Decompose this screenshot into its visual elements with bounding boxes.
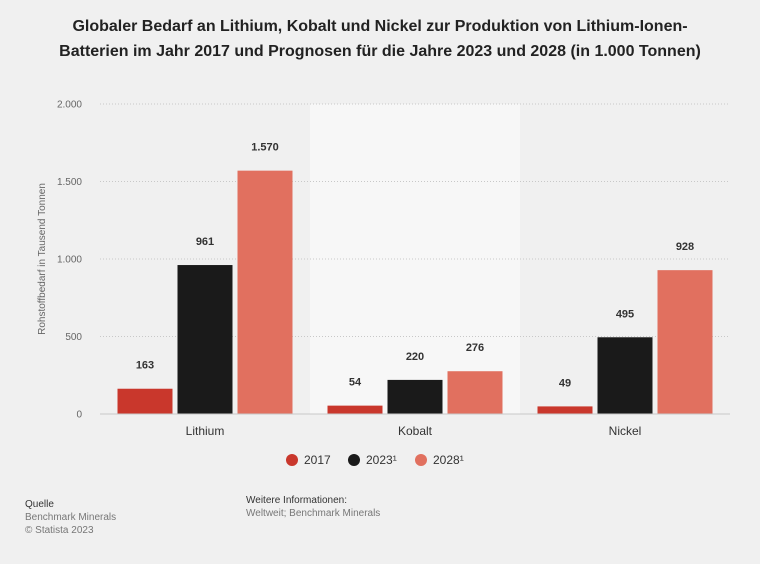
y-tick-label: 1.500	[57, 177, 82, 188]
y-tick-label: 1.000	[57, 255, 82, 266]
info-heading: Weitere Informationen:	[246, 495, 347, 506]
source-heading: Quelle	[25, 499, 54, 510]
bar	[597, 337, 653, 414]
data-label: 163	[136, 360, 154, 372]
legend-label: 2017	[304, 453, 331, 467]
data-label: 928	[676, 241, 694, 253]
data-label: 961	[196, 236, 214, 248]
bar	[117, 388, 173, 414]
info-block: Weitere Informationen: Weltweit; Benchma…	[246, 494, 380, 520]
data-label: 276	[466, 342, 484, 354]
bar	[537, 406, 593, 414]
y-tick-label: 0	[76, 410, 82, 421]
y-tick-label: 500	[65, 332, 82, 343]
bar	[447, 371, 503, 414]
category-label: Nickel	[609, 424, 642, 438]
data-label: 54	[349, 377, 362, 389]
category-label: Lithium	[186, 424, 225, 438]
legend-marker	[415, 454, 427, 466]
info-line: Weltweit; Benchmark Minerals	[246, 508, 381, 519]
source-block: Quelle Benchmark Minerals © Statista 202…	[25, 498, 116, 537]
bar	[327, 405, 383, 414]
bar	[657, 270, 713, 414]
bar	[387, 379, 443, 414]
legend-label: 2023¹	[366, 453, 397, 467]
legend-marker	[348, 454, 360, 466]
data-label: 1.570	[251, 142, 279, 154]
copyright-line: © Statista 2023	[25, 525, 94, 536]
bar	[237, 170, 293, 414]
legend-label: 2028¹	[433, 453, 464, 467]
data-label: 495	[616, 308, 634, 320]
bar	[177, 265, 233, 414]
data-label: 220	[406, 351, 424, 363]
chart-title: Globaler Bedarf an Lithium, Kobalt und N…	[59, 18, 701, 60]
data-label: 49	[559, 377, 571, 389]
y-tick-label: 2.000	[57, 100, 82, 111]
y-axis-label: Rohstoffbedarf in Tausend Tonnen	[37, 183, 48, 335]
category-label: Kobalt	[398, 424, 433, 438]
source-line: Benchmark Minerals	[25, 512, 117, 523]
legend-marker	[286, 454, 298, 466]
